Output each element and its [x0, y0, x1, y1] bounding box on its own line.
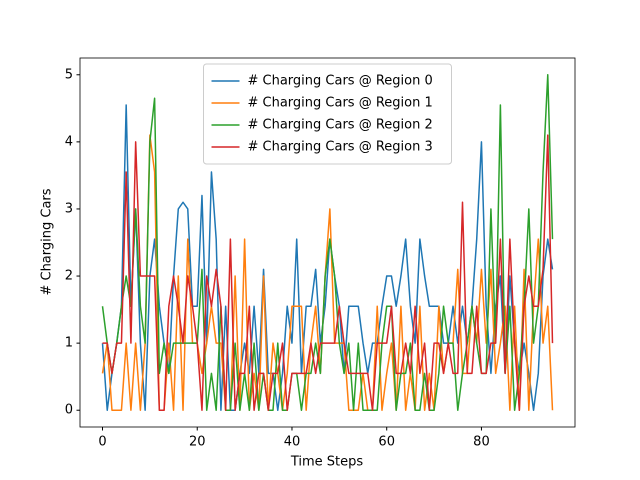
x-axis-label: Time Steps [290, 455, 364, 470]
y-tick-label: 1 [65, 336, 73, 351]
x-tick-label: 60 [378, 435, 395, 450]
series-line [102, 134, 554, 411]
x-tick-label: 20 [189, 435, 206, 450]
y-tick-label: 0 [65, 403, 73, 418]
y-tick-label: 2 [65, 269, 73, 284]
legend: # Charging Cars @ Region 0 # Charging Car… [203, 63, 452, 165]
legend-box [203, 63, 452, 165]
series-line [101, 104, 554, 411]
y-tick-label: 4 [65, 134, 73, 149]
legend-label: # Charging Cars @ Region 3 [248, 140, 433, 155]
series-line [101, 74, 554, 411]
legend-label: # Charging Cars @ Region 0 [248, 74, 433, 89]
axes-frame [79, 57, 576, 428]
y-tick-label: 5 [65, 67, 73, 82]
x-tick-label: 40 [284, 435, 301, 450]
x-tick-label: 80 [473, 435, 490, 450]
x-tick-label: 0 [98, 435, 106, 450]
legend-label: # Charging Cars @ Region 1 [248, 96, 433, 111]
y-tick-label: 3 [65, 201, 73, 216]
legend-label: # Charging Cars @ Region 2 [248, 118, 433, 133]
y-axis-label: # Charging Cars [40, 188, 55, 295]
